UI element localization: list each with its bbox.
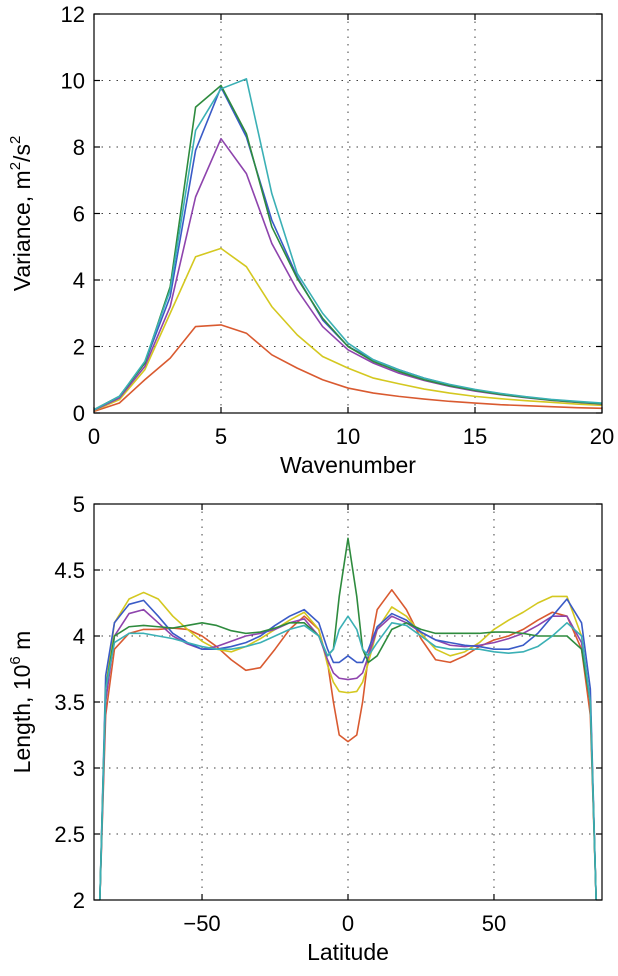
x-axis-label: Wavenumber	[280, 452, 416, 478]
series-line-2	[93, 247, 603, 412]
x-tick-label: 50	[482, 911, 506, 936]
series-line-6	[99, 615, 597, 901]
series-line-1	[93, 324, 603, 413]
y-axis-label: Variance, m2/s2	[7, 136, 35, 292]
x-tick-label: 0	[88, 424, 100, 449]
y-axis-label-superscript: 2	[7, 162, 24, 170]
x-tick-label: 5	[215, 424, 227, 449]
y-tick-label: 3	[73, 756, 85, 781]
y-tick-label: 8	[73, 135, 85, 160]
y-axis-label-superscript: 2	[7, 136, 24, 144]
y-tick-label: 2.5	[54, 822, 85, 847]
y-tick-label: 12	[61, 2, 85, 27]
series-line-4	[93, 86, 603, 411]
y-tick-label: 0	[73, 401, 85, 426]
y-tick-label: 6	[73, 202, 85, 227]
x-tick-label: 15	[463, 424, 487, 449]
y-tick-label: 10	[61, 69, 85, 94]
y-tick-label: 4.5	[54, 558, 85, 583]
y-tick-label: 2	[73, 888, 85, 913]
series-line-3	[99, 608, 597, 901]
y-axis-label-superscript: 6	[7, 656, 24, 664]
x-tick-label: 20	[590, 424, 614, 449]
series-line-5	[99, 537, 597, 901]
x-tick-label: 0	[342, 911, 354, 936]
series-line-2	[99, 591, 597, 901]
x-tick-label: −50	[183, 911, 220, 936]
length-chart: −50 0 50 2 2.5 3 3.5 4 4.5 5 Latitude Length, 106 m	[7, 492, 603, 965]
series-line-1	[99, 588, 597, 901]
y-tick-label: 4	[73, 268, 85, 293]
y-tick-label: 4	[73, 624, 85, 649]
y-tick-label: 3.5	[54, 690, 85, 715]
y-tick-label: 5	[73, 492, 85, 517]
series-line-4	[99, 598, 597, 901]
series-line-6	[93, 78, 603, 411]
x-axis-label: Latitude	[307, 939, 389, 965]
y-axis-label-text: Length, 10	[9, 665, 35, 774]
y-axis-label: Length, 106 m	[7, 631, 35, 774]
y-axis-label-text: m	[9, 631, 35, 657]
y-tick-label: 2	[73, 335, 85, 360]
y-axis-label-text: Variance, m	[9, 170, 35, 291]
y-axis-label-text: /s	[9, 144, 35, 162]
x-tick-label: 10	[336, 424, 360, 449]
